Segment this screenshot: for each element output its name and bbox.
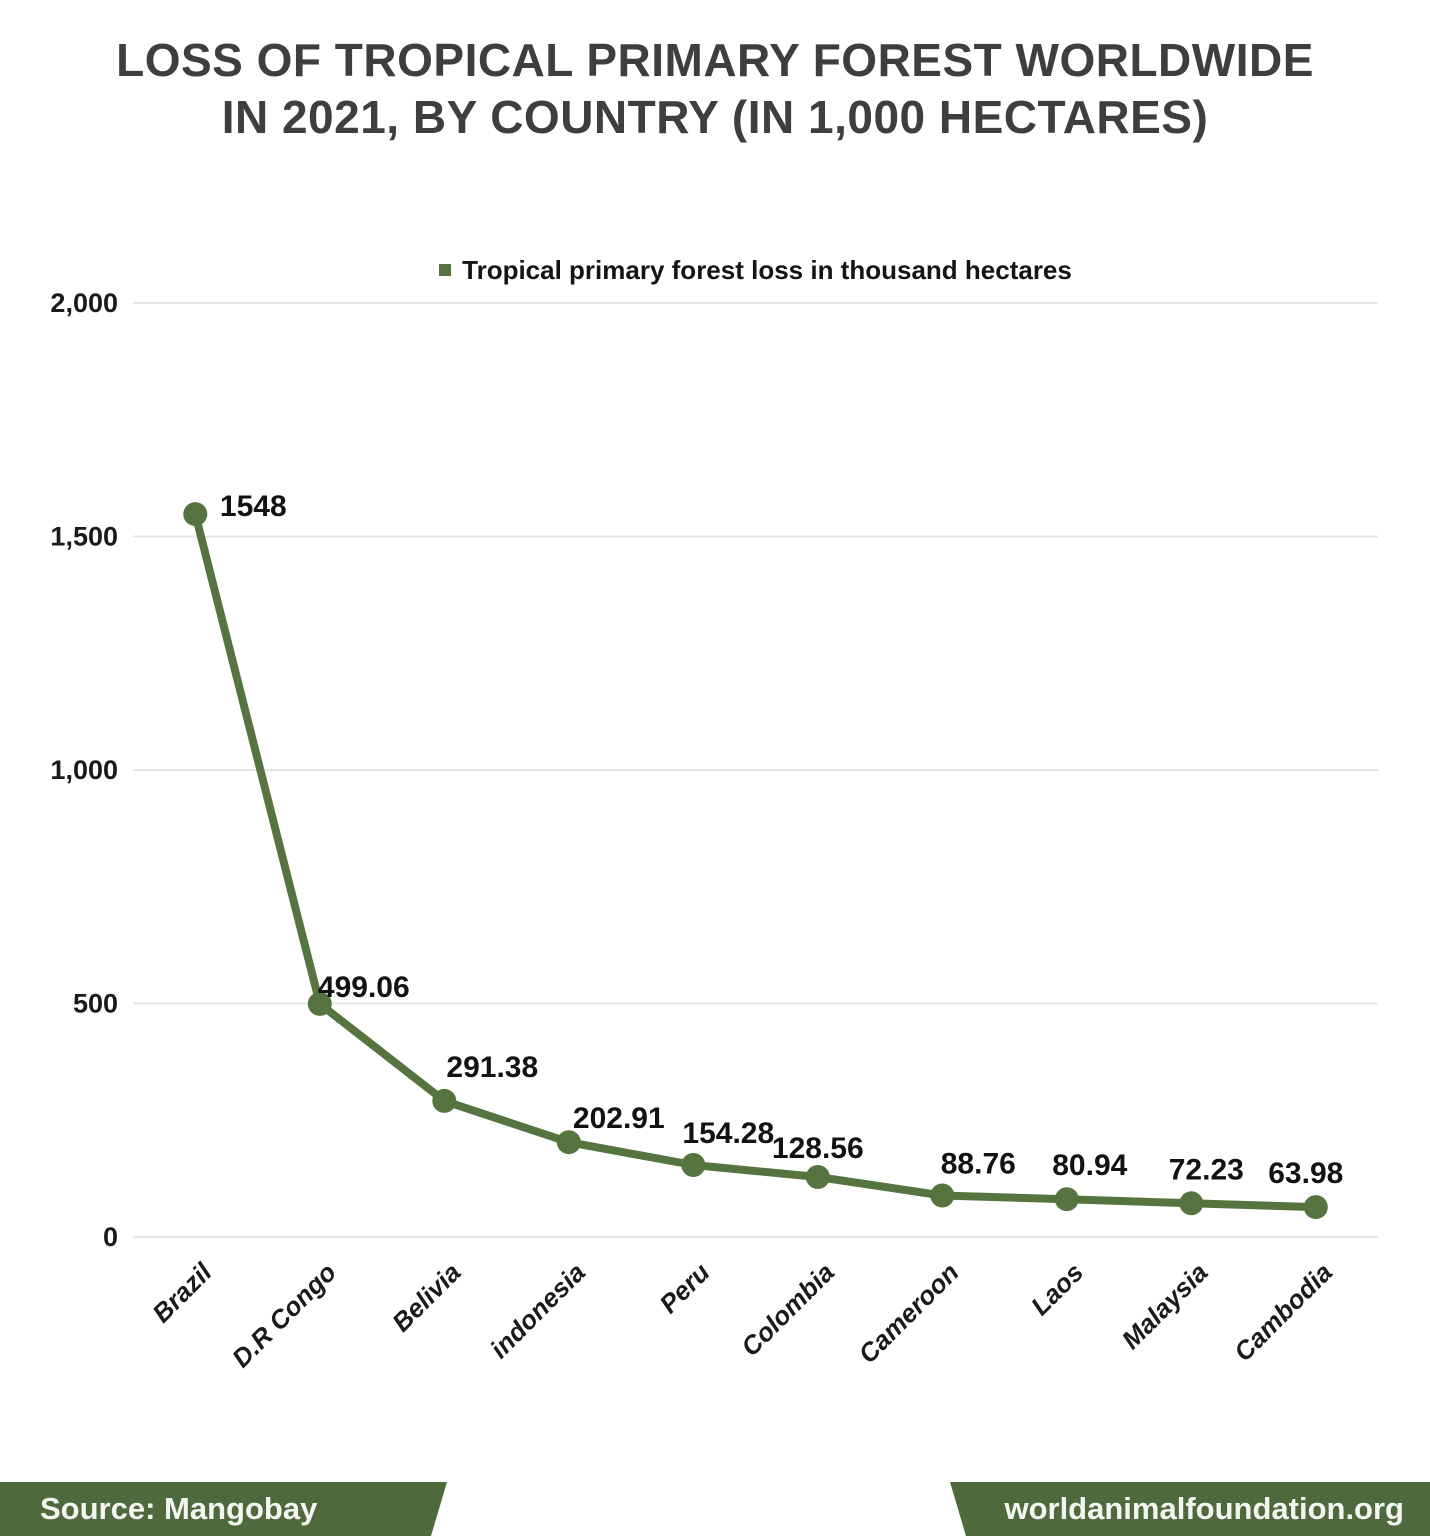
data-label-malaysia: 72.23 (1169, 1153, 1244, 1186)
chart-title: LOSS OF TROPICAL PRIMARY FOREST WORLDWID… (0, 32, 1430, 146)
x-axis-label-cameroon: Cameroon (852, 1257, 964, 1369)
y-tick-label-0: 0 (103, 1222, 118, 1252)
x-axis-label-cambodia: Cambodia (1228, 1257, 1338, 1367)
x-axis-label-indonesia: indonesia (484, 1257, 591, 1364)
x-axis-label-laos: Laos (1025, 1257, 1089, 1321)
data-label-cameroon: 88.76 (941, 1148, 1016, 1181)
chart-title-line-1: LOSS OF TROPICAL PRIMARY FOREST WORLDWID… (116, 34, 1314, 86)
data-point-malaysia (1179, 1191, 1204, 1216)
x-axis-label-peru: Peru (653, 1257, 715, 1319)
website-label: worldanimalfoundation.org (1004, 1491, 1404, 1526)
data-label-brazil: 1548 (220, 490, 287, 523)
data-point-laos (1054, 1187, 1079, 1212)
y-tick-label-1500: 1,500 (50, 522, 118, 552)
data-label-cambodia: 63.98 (1268, 1157, 1343, 1190)
data-label-d-r-congo: 499.06 (318, 971, 410, 1004)
data-point-belivia (432, 1088, 457, 1113)
data-point-d-r-congo (307, 991, 332, 1016)
website-banner: worldanimalfoundation.org (950, 1482, 1430, 1536)
x-axis-label-brazil: Brazil (146, 1256, 218, 1328)
y-tick-label-1000: 1,000 (50, 755, 118, 785)
legend: Tropical primary forest loss in thousand… (133, 252, 1378, 288)
x-axis-label-malaysia: Malaysia (1116, 1257, 1214, 1355)
y-tick-label-2000: 2,000 (50, 288, 118, 318)
source-banner: Source: Mangobay (0, 1482, 447, 1536)
data-label-colombia: 128.56 (772, 1132, 864, 1165)
data-label-laos: 80.94 (1052, 1149, 1127, 1182)
data-point-brazil (183, 502, 208, 527)
data-label-belivia: 291.38 (446, 1051, 538, 1084)
data-label-peru: 154.28 (682, 1117, 774, 1150)
data-point-cameroon (930, 1183, 955, 1208)
data-point-colombia (805, 1165, 830, 1189)
y-tick-label-500: 500 (73, 989, 118, 1019)
legend-label: Tropical primary forest loss in thousand… (462, 254, 1072, 285)
chart-title-line-2: IN 2021, BY COUNTRY (IN 1,000 HECTARES) (221, 91, 1209, 144)
data-point-peru (681, 1153, 706, 1177)
series-line (191, 510, 1320, 1212)
data-point-cambodia (1303, 1195, 1328, 1220)
legend-marker-icon (439, 264, 452, 276)
x-axis-label-d-r-congo: D.R Congo (226, 1257, 342, 1373)
x-axis-label-colombia: Colombia (735, 1257, 840, 1362)
data-point-indonesia (556, 1130, 581, 1155)
data-label-indonesia: 202.91 (573, 1102, 665, 1135)
x-axis-label-belivia: Belivia (386, 1257, 466, 1337)
source-label: Source: Mangobay (40, 1491, 318, 1526)
